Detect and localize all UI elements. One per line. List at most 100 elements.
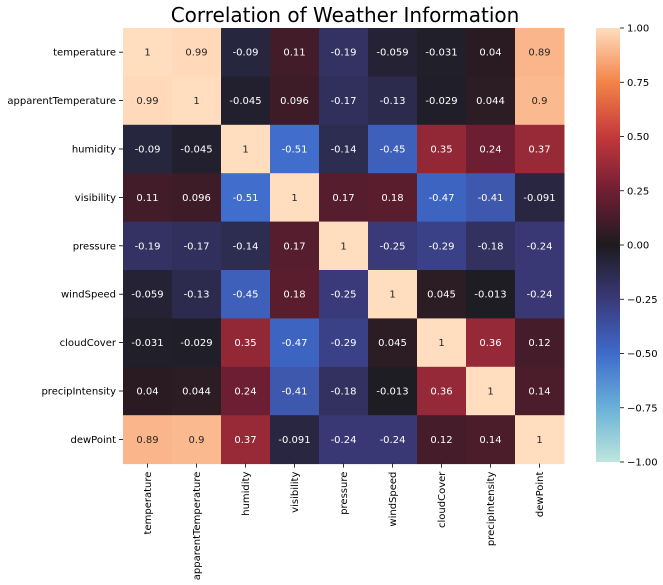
heatmap-cell (270, 76, 320, 126)
heatmap-cell (123, 366, 173, 416)
colorbar-tick-label: −0.50 (627, 349, 658, 360)
heatmap-cell (270, 124, 320, 174)
heatmap-cell (466, 124, 516, 174)
heatmap-cell (417, 415, 467, 465)
heatmap-cell (368, 76, 418, 126)
cell-value-label: -0.059 (131, 290, 163, 301)
cell-value-label: 0.37 (234, 435, 256, 446)
heatmap-cell (172, 221, 222, 271)
cell-value-label: -0.18 (478, 241, 504, 252)
cell-value-label: -0.24 (527, 241, 553, 252)
heatmap-cell (221, 173, 271, 223)
cell-value-label: -0.029 (180, 338, 212, 349)
colorbar-tick-label: 0.00 (627, 241, 649, 252)
x-tick-label: temperature (143, 472, 154, 535)
cell-value-label: 0.18 (283, 290, 305, 301)
cell-value-label: 0.9 (532, 96, 548, 107)
cell-value-label: -0.17 (331, 96, 357, 107)
y-tick-label: cloudCover (60, 338, 117, 349)
y-tick-label: pressure (73, 241, 116, 252)
cell-value-label: 0.11 (283, 48, 305, 59)
y-tick-label: visibility (75, 193, 116, 204)
heatmap-cell (221, 415, 271, 465)
y-tick-label: apparentTemperature (7, 96, 116, 107)
cell-value-label: 0.36 (479, 338, 501, 349)
heatmap-cell (123, 76, 173, 126)
cell-value-label: -0.24 (527, 290, 553, 301)
cell-value-label: -0.045 (229, 96, 261, 107)
y-tick-labels: temperature apparentTemperature humidity vi… (7, 48, 123, 446)
x-tick-label: cloudCover (437, 471, 448, 528)
cell-value-label: -0.19 (331, 48, 357, 59)
colorbar-tick-label: −1.00 (627, 458, 658, 469)
heatmap-cell (466, 173, 516, 223)
cell-value-label: 0.24 (479, 145, 501, 156)
cell-value-label: 0.044 (182, 387, 211, 398)
cell-value-label: -0.29 (429, 241, 455, 252)
cell-value-label: 0.99 (185, 48, 207, 59)
cell-value-label: -0.09 (135, 145, 161, 156)
heatmap-cell (368, 124, 418, 174)
heatmap-cell (417, 366, 467, 416)
heatmap-cell (466, 270, 516, 319)
heatmap-cell (319, 270, 369, 319)
y-tick-label: humidity (72, 145, 116, 156)
heatmap-cell (368, 221, 418, 271)
heatmap-cells: 1 0.99 -0.09 0.11 -0.19 -0.059 -0.031 0.04 0.89 0… (123, 28, 565, 465)
cell-value-label: -0.29 (331, 338, 357, 349)
heatmap-cell (270, 415, 320, 465)
heatmap-cell (368, 318, 418, 368)
y-tick-label: windSpeed (61, 290, 116, 301)
heatmap-cell (515, 318, 565, 368)
heatmap-cell (319, 76, 369, 126)
cell-value-label: -0.19 (135, 241, 161, 252)
cell-value-label: -0.013 (474, 290, 506, 301)
heatmap-cell (319, 173, 369, 223)
colorbar: 1.00 0.75 0.50 0.25 0.00 −0.25 −0.50 −0.75 −1.00 (596, 24, 658, 469)
cell-value-label: 1 (144, 48, 150, 59)
cell-value-label: 0.35 (234, 338, 256, 349)
heatmap-cell (417, 270, 467, 319)
cell-value-label: -0.25 (331, 290, 357, 301)
cell-value-label: 0.11 (136, 193, 158, 204)
heatmap-cell (123, 318, 173, 368)
cell-value-label: 0.36 (430, 387, 452, 398)
cell-value-label: -0.24 (380, 435, 406, 446)
heatmap-cell (172, 415, 222, 465)
x-tick-labels: temperature apparentTemperature humidity vi… (143, 463, 546, 580)
cell-value-label: -0.09 (233, 48, 259, 59)
x-tick-label: humidity (241, 472, 252, 516)
heatmap-cell (319, 415, 369, 465)
heatmap-cell (515, 366, 565, 416)
heatmap-cell (368, 270, 418, 319)
heatmap-cell (417, 173, 467, 223)
cell-value-label: 1 (389, 290, 395, 301)
cell-value-label: 1 (536, 435, 542, 446)
x-tick-label: pressure (339, 472, 350, 515)
y-tick-label: dewPoint (70, 435, 116, 446)
heatmap-cell (172, 318, 222, 368)
heatmap-cell (466, 221, 516, 271)
x-tick-label: precipIntensity (486, 472, 497, 547)
chart-title: Correlation of Weather Information (171, 3, 520, 27)
heatmap-cell (172, 270, 222, 319)
cell-value-label: 0.04 (136, 387, 158, 398)
heatmap-cell (368, 415, 418, 465)
cell-value-label: -0.51 (282, 145, 308, 156)
heatmap-cell (221, 76, 271, 126)
cell-value-label: 1 (291, 193, 297, 204)
cell-value-label: -0.045 (180, 145, 212, 156)
colorbar-gradient (596, 28, 620, 462)
cell-value-label: -0.091 (523, 193, 555, 204)
cell-value-label: 1 (340, 241, 346, 252)
cell-value-label: -0.14 (331, 145, 357, 156)
heatmap-cell (172, 366, 222, 416)
cell-value-label: 0.045 (378, 338, 407, 349)
y-tick-label: temperature (53, 48, 116, 59)
cell-value-label: 1 (242, 145, 248, 156)
heatmap-cell (515, 415, 565, 465)
heatmap-cell (270, 366, 320, 416)
colorbar-tick-label: −0.25 (627, 295, 658, 306)
cell-value-label: 0.12 (528, 338, 550, 349)
heatmap-cell (221, 318, 271, 368)
